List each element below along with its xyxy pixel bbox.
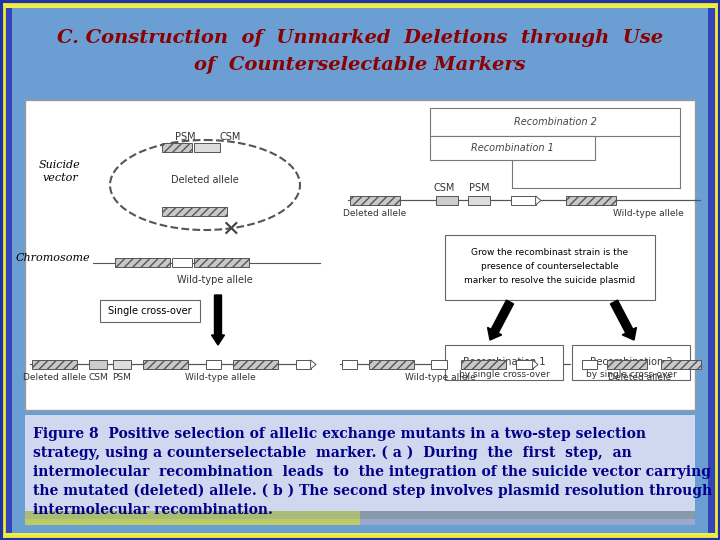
Text: strategy, using a counterselectable  marker. ( a )  During  the  first  step,  a: strategy, using a counterselectable mark…	[33, 446, 631, 461]
Bar	[360, 519, 695, 525]
Text: Recombination 1: Recombination 1	[463, 357, 545, 367]
Bar	[431, 360, 447, 369]
Text: Chromosome: Chromosome	[15, 253, 90, 263]
Bar	[430, 136, 595, 160]
Bar	[0, 0, 12, 540]
Bar	[143, 360, 188, 369]
Text: marker to resolve the suicide plasmid: marker to resolve the suicide plasmid	[464, 276, 636, 285]
Bar	[661, 360, 701, 369]
Text: intermolecular  recombination  leads  to  the integration of the suicide vector : intermolecular recombination leads to th…	[33, 465, 711, 479]
Text: vector: vector	[42, 173, 78, 183]
Bar	[708, 0, 720, 540]
Bar	[369, 360, 414, 369]
Text: C. Construction  of  Unmarked  Deletions  through  Use: C. Construction of Unmarked Deletions th…	[57, 29, 663, 47]
Bar	[445, 235, 655, 300]
Text: PSM: PSM	[112, 373, 132, 382]
Bar	[360, 511, 695, 519]
Bar	[162, 143, 192, 152]
Text: CSM: CSM	[220, 132, 240, 142]
Text: of  Counterselectable Markers: of Counterselectable Markers	[194, 56, 526, 74]
Bar	[0, 4, 720, 8]
Text: Deleted allele: Deleted allele	[608, 373, 672, 382]
Text: Wild-type allele: Wild-type allele	[177, 275, 253, 285]
Bar	[468, 196, 490, 205]
Text: ✕: ✕	[221, 220, 239, 240]
Bar	[233, 360, 278, 369]
Bar	[430, 108, 680, 136]
FancyArrow shape	[611, 300, 636, 340]
Bar	[25, 511, 360, 519]
Bar	[25, 415, 695, 525]
Bar	[206, 360, 221, 369]
Bar	[115, 258, 170, 267]
Text: CSM: CSM	[88, 373, 108, 382]
Bar	[0, 537, 720, 540]
Bar	[342, 360, 357, 369]
Bar	[0, 533, 720, 537]
Polygon shape	[533, 360, 538, 369]
Text: Single cross-over: Single cross-over	[108, 306, 192, 316]
Bar	[607, 360, 647, 369]
Bar	[461, 360, 506, 369]
Bar	[436, 196, 458, 205]
Text: Figure 8  Positive selection of allelic exchange mutants in a two-step selection: Figure 8 Positive selection of allelic e…	[33, 427, 646, 441]
Text: by single cross-over: by single cross-over	[585, 370, 676, 379]
Bar	[511, 196, 536, 205]
Text: intermolecular recombination.: intermolecular recombination.	[33, 503, 273, 517]
Bar	[113, 360, 131, 369]
Text: Deleted allele: Deleted allele	[23, 373, 86, 382]
Text: PSM: PSM	[175, 132, 195, 142]
Bar	[100, 300, 200, 322]
Text: Wild-type allele: Wild-type allele	[613, 209, 683, 218]
Bar	[296, 360, 310, 369]
Text: Recombination 1: Recombination 1	[471, 143, 554, 153]
Polygon shape	[536, 196, 541, 205]
Text: Wild-type allele: Wild-type allele	[184, 373, 256, 382]
Bar	[32, 360, 77, 369]
Polygon shape	[310, 360, 316, 369]
Bar	[582, 360, 597, 369]
Text: Deleted allele: Deleted allele	[171, 175, 239, 185]
Bar	[0, 0, 720, 4]
Bar	[194, 258, 249, 267]
Bar	[566, 196, 616, 205]
Bar	[194, 143, 220, 152]
Text: Recombination 2: Recombination 2	[513, 117, 596, 127]
Bar	[572, 345, 690, 380]
Bar	[516, 360, 533, 369]
Bar	[89, 360, 107, 369]
Bar	[0, 0, 720, 8]
Bar	[25, 100, 695, 410]
FancyArrow shape	[212, 295, 225, 345]
Bar	[350, 196, 400, 205]
FancyArrow shape	[487, 300, 513, 340]
Text: Deleted allele: Deleted allele	[343, 209, 407, 218]
Text: CSM: CSM	[433, 183, 455, 193]
Bar	[445, 345, 563, 380]
Bar	[25, 519, 360, 525]
Text: PSM: PSM	[469, 183, 490, 193]
Text: by single cross-over: by single cross-over	[459, 370, 549, 379]
Text: the mutated (deleted) allele. ( b ) The second step involves plasmid resolution : the mutated (deleted) allele. ( b ) The …	[33, 484, 712, 498]
Text: presence of counterselectable: presence of counterselectable	[481, 262, 618, 271]
Bar	[162, 207, 227, 216]
Text: Grow the recombinast strain is the: Grow the recombinast strain is the	[472, 248, 629, 257]
Bar	[172, 258, 192, 267]
Text: Wild-type allele: Wild-type allele	[405, 373, 475, 382]
Text: Suicide: Suicide	[39, 160, 81, 170]
Text: Recombination 2: Recombination 2	[590, 357, 672, 367]
